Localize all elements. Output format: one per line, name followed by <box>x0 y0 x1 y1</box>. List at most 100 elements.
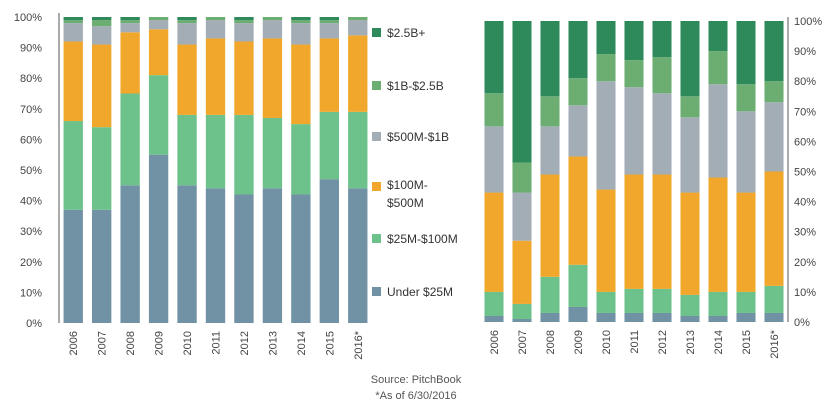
bar-segment-2-5b-2008 <box>540 21 560 97</box>
y-tick-label: 70% <box>20 104 42 116</box>
bar-segment-500m-1b-2006 <box>63 23 83 42</box>
bar-segment-25m-100m-2011 <box>205 114 226 189</box>
bar-segment-1b-2-5b-2014 <box>291 20 311 24</box>
x-tick-label: 2007 <box>97 331 109 355</box>
legend-label: $25M-$100M <box>387 232 458 246</box>
x-tick-label: 2008 <box>125 331 137 355</box>
legend-swatch <box>372 234 381 243</box>
bar-segment-500m-1b-2013 <box>680 117 700 193</box>
bar-segment-100m-500m-2008 <box>120 32 140 94</box>
bar-segment-500m-1b-2007 <box>512 192 532 241</box>
bar-segment-25m-100m-2010 <box>596 291 616 313</box>
x-tick-label: 2013 <box>685 330 697 354</box>
y-tick-label: 60% <box>794 136 816 148</box>
bar-segment-500m-1b-2014 <box>708 84 728 178</box>
y-tick-label: 80% <box>794 76 816 88</box>
bar-segment-2-5b-2011 <box>624 21 644 61</box>
bar-segment-1b-2-5b-2011 <box>205 17 226 21</box>
bar-segment-1b-2-5b-2008 <box>120 20 140 24</box>
bar-segment-25m-100m-2012 <box>652 288 672 313</box>
bar-segment-500m-1b-2011 <box>205 20 226 39</box>
bar-segment-500m-1b-2010 <box>177 23 197 45</box>
bar-segment-500m-1b-2012 <box>234 23 254 42</box>
bar-segment-1b-2-5b-2007 <box>92 20 112 27</box>
legend-item-25m-100m: $25M-$100M <box>372 230 482 248</box>
bar-segment-100m-500m-2012 <box>234 41 254 115</box>
x-tick-label: 2015 <box>324 331 336 355</box>
bar-segment-2-5b-2014 <box>291 17 311 21</box>
bar-segment-2-5b-2015 <box>736 21 756 85</box>
legend-swatch <box>372 182 381 191</box>
left-stacked-bar-chart: 2006 2007 2008 2009 2010 2011 2012 2013 2014 2015… <box>14 12 368 360</box>
bar-segment-100m-500m-2011 <box>205 38 226 115</box>
y-tick-label: 20% <box>794 257 816 269</box>
y-tick-label: 30% <box>794 227 816 239</box>
bar-segment-500m-1b-2006 <box>484 126 504 193</box>
y-tick-label: 0% <box>794 317 810 329</box>
bar-segment-25m-100m-2014 <box>291 124 311 195</box>
bar-segment-under-25m-2014 <box>708 315 728 322</box>
bar-segment-2-5b-2007 <box>512 21 532 163</box>
bar-segment-100m-500m-2016 <box>348 35 368 112</box>
y-tick-label: 30% <box>20 226 42 238</box>
bar-segment-25m-100m-2006 <box>484 291 504 316</box>
bar-segment-2-5b-2007 <box>92 17 112 21</box>
source-note: Source: PitchBook <box>370 374 462 386</box>
bar-segment-500m-1b-2008 <box>120 23 140 33</box>
bar-segment-500m-1b-2015 <box>319 23 339 39</box>
bar-segment-2-5b-2014 <box>708 21 728 52</box>
x-tick-label: 2010 <box>182 331 194 355</box>
bar-segment-500m-1b-2010 <box>596 81 616 190</box>
bar-segment-under-25m-2014 <box>291 194 311 323</box>
legend-item-2-5b-plus: $2.5B+ <box>372 24 482 42</box>
bar-segment-under-25m-2011 <box>624 312 644 322</box>
x-tick-label: 2010 <box>601 330 613 354</box>
bar-segment-100m-500m-2006 <box>484 192 504 292</box>
x-tick-label: 2012 <box>239 331 251 355</box>
bar-segment-500m-1b-2013 <box>262 20 283 39</box>
bar-segment-under-25m-2015 <box>736 312 756 322</box>
x-tick-label: 2012 <box>657 330 669 354</box>
bar-segment-under-25m-2012 <box>652 312 672 322</box>
bar-segment-2-5b-2012 <box>234 17 254 21</box>
bar-segment-1b-2-5b-2009 <box>568 78 588 106</box>
legend-item-100m-500m: $100M- $500M <box>372 176 482 212</box>
bar-segment-25m-100m-2008 <box>120 93 140 186</box>
bar-segment-100m-500m-2014 <box>291 44 311 125</box>
bar-segment-100m-500m-2015 <box>736 192 756 292</box>
legend-swatch <box>372 81 381 90</box>
bar-segment-2-5b-2010 <box>596 21 616 55</box>
bar-segment-under-25m-2013 <box>680 315 700 322</box>
bar-segment-under-25m-2009 <box>568 306 588 322</box>
bar-segment-500m-1b-2011 <box>624 87 644 175</box>
bar-segment-500m-1b-2016 <box>348 20 368 36</box>
bar-segment-25m-100m-2009 <box>568 264 588 307</box>
bar-segment-1b-2-5b-2012 <box>234 20 254 24</box>
legend-item-1b-2-5b: $1B-$2.5B <box>372 77 482 95</box>
bar-segment-100m-500m-2014 <box>708 177 728 292</box>
bar-segment-under-25m-2013 <box>262 188 283 323</box>
bar-segment-500m-1b-2014 <box>291 23 311 45</box>
bar-segment-100m-500m-2011 <box>624 174 644 289</box>
y-tick-label: 90% <box>20 43 42 55</box>
x-tick-label: 2009 <box>573 330 585 354</box>
bar-segment-100m-500m-2012 <box>652 174 672 289</box>
right-stacked-bar-chart: 2006 2007 2008 2009 2010 2011 2012 2013 2014 2015… <box>484 16 822 359</box>
bar-segment-100m-500m-2013 <box>262 38 283 118</box>
legend-label: Under $25M <box>387 285 454 299</box>
y-tick-label: 50% <box>794 167 816 179</box>
bar-segment-under-25m-2008 <box>120 185 140 323</box>
bar-segment-2-5b-2006 <box>63 17 83 21</box>
legend-label: $100M- $500M <box>387 178 428 210</box>
bar-segment-25m-100m-2016 <box>348 111 368 189</box>
bar-segment-25m-100m-2013 <box>680 294 700 316</box>
bar-segment-25m-100m-2008 <box>540 276 560 313</box>
bar-segment-1b-2-5b-2010 <box>596 54 616 82</box>
bar-segment-2-5b-2010 <box>177 17 197 21</box>
y-tick-label: 10% <box>794 287 816 299</box>
bar-segment-under-25m-2015 <box>319 179 339 323</box>
bar-segment-under-25m-2011 <box>205 188 226 323</box>
bar-segment-100m-500m-2006 <box>63 41 83 122</box>
bar-segment-25m-100m-2015 <box>736 291 756 313</box>
